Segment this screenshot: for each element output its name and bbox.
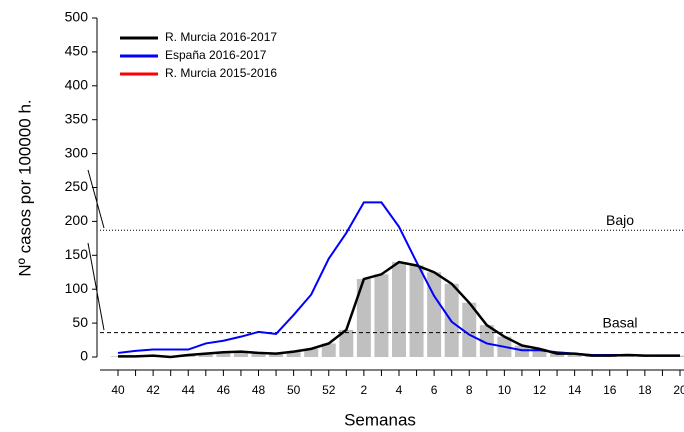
y-tick-label: 500 [65,9,89,25]
bar [269,353,284,357]
threshold-label: Bajo [606,212,634,228]
bar [356,279,371,357]
x-tick-label: 14 [568,383,582,397]
x-tick-label: 44 [182,383,196,397]
bar [233,351,248,357]
x-tick-label: 48 [252,383,266,397]
y-tick-label: 0 [80,348,88,364]
y-tick-label: 350 [65,110,89,126]
bar [479,325,494,357]
y-axis-label: Nº casos por 100000 h. [15,99,34,276]
bar [532,348,547,357]
x-tick-label: 50 [287,383,301,397]
bar [427,272,442,357]
x-tick-label: 8 [466,383,473,397]
x-tick-label: 10 [498,383,512,397]
y-tick-label: 200 [65,212,89,228]
legend-label: R. Murcia 2015-2016 [165,66,277,80]
bar [339,329,354,357]
x-tick-label: 6 [431,383,438,397]
y-tick-label: 300 [65,144,89,160]
bar [514,345,529,357]
x-tick-label: 46 [217,383,231,397]
legend-label: España 2016-2017 [165,48,267,62]
bar [462,302,477,357]
x-tick-label: 42 [146,383,160,397]
y-tick-label: 100 [65,280,89,296]
series-line [118,260,680,359]
x-tick-label: 12 [533,383,547,397]
bar [286,351,301,357]
y-tick-label: 400 [65,77,89,93]
axis-break [87,242,105,331]
threshold-label: Basal [602,314,637,330]
bar [198,353,213,357]
x-axis-label: Semanas [344,410,416,429]
x-tick-label: 2 [361,383,368,397]
bar [216,352,231,357]
bar [321,343,336,357]
bar [251,352,266,357]
bar [304,348,319,357]
x-tick-label: 20 [673,383,684,397]
y-tick-label: 450 [65,43,89,59]
axis-break [87,169,105,229]
x-tick-label: 18 [638,383,652,397]
bar [409,265,424,357]
bar [374,274,389,357]
bar [567,353,582,357]
x-tick-label: 4 [396,383,403,397]
bar [550,353,565,357]
x-tick-label: 52 [322,383,336,397]
y-tick-label: 250 [65,178,89,194]
x-tick-label: 40 [111,383,125,397]
x-tick-label: 16 [603,383,617,397]
y-tick-label: 150 [65,246,89,262]
bar [392,262,406,357]
legend-label: R. Murcia 2016-2017 [165,30,277,44]
y-tick-label: 50 [72,314,88,330]
